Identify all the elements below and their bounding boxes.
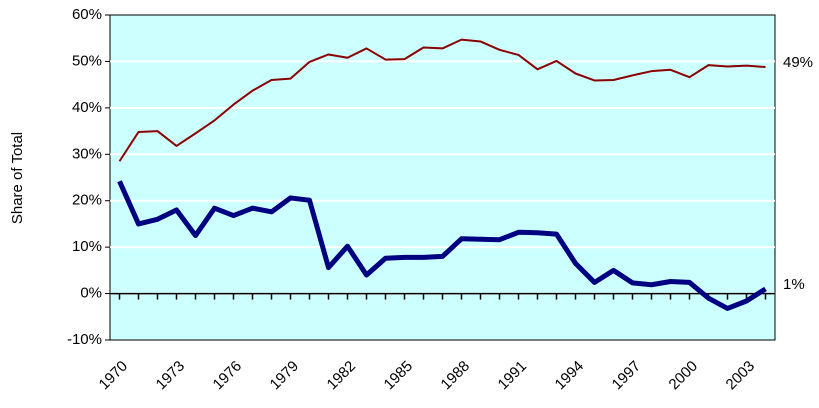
y-axis-label: Share of Total bbox=[9, 132, 26, 224]
y-tick-label: 20% bbox=[72, 192, 102, 209]
x-tick-label: 1979 bbox=[267, 358, 303, 394]
x-tick-label: 1985 bbox=[381, 358, 417, 394]
value-label: 1% bbox=[783, 276, 805, 293]
y-tick-label: -10% bbox=[67, 331, 102, 348]
x-tick-label: 1982 bbox=[324, 358, 360, 394]
y-tick-label: 50% bbox=[72, 52, 102, 69]
x-tick-label: 1973 bbox=[153, 358, 189, 394]
series-line bbox=[117, 180, 767, 311]
y-tick-label: 60% bbox=[72, 6, 102, 23]
x-tick-label: 1988 bbox=[438, 358, 474, 394]
x-tick-label: 1991 bbox=[495, 358, 531, 394]
x-tick-label: 1976 bbox=[210, 358, 246, 394]
x-tick-label: 1997 bbox=[609, 358, 645, 394]
series-line bbox=[118, 38, 766, 162]
x-tick-label: 2003 bbox=[723, 358, 759, 394]
y-tick-label: 40% bbox=[72, 99, 102, 116]
x-tick-label: 2000 bbox=[666, 358, 702, 394]
plot-area bbox=[109, 14, 776, 341]
x-tick-label: 1994 bbox=[552, 358, 588, 394]
y-tick-label: 0% bbox=[80, 285, 102, 302]
x-tick-label: 1970 bbox=[96, 358, 132, 394]
y-tick-label: 10% bbox=[72, 238, 102, 255]
y-tick-label: 30% bbox=[72, 145, 102, 162]
value-label: 49% bbox=[783, 54, 813, 71]
